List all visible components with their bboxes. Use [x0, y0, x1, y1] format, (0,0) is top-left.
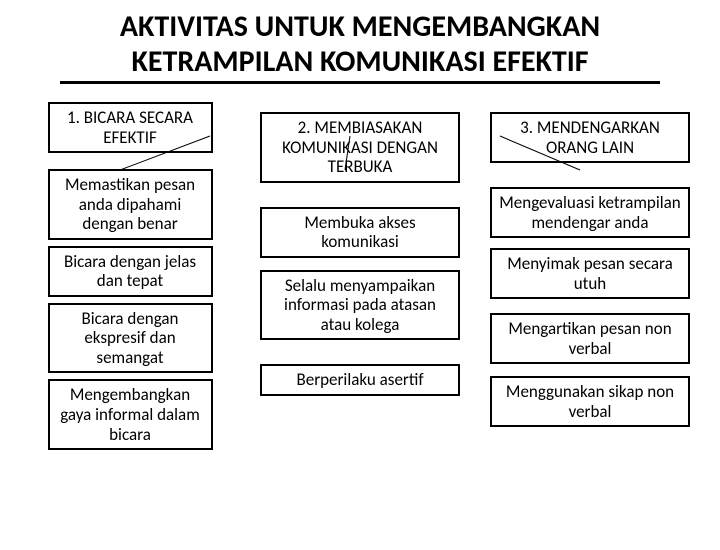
columns-container: 1. BICARA SECARA EFEKTIF Memastikan pesa…: [0, 84, 720, 450]
column-3: 3. MENDENGARKAN ORANG LAIN Mengevaluasi …: [490, 102, 690, 450]
col3-header: 3. MENDENGARKAN ORANG LAIN: [490, 112, 690, 163]
col2-item: Membuka akses komunikasi: [260, 207, 460, 258]
col1-item: Memastikan pesan anda dipahami dengan be…: [48, 169, 213, 240]
column-2: 2. MEMBIASAKAN KOMUNIKASI DENGAN TERBUKA…: [260, 102, 460, 450]
col1-header: 1. BICARA SECARA EFEKTIF: [48, 102, 213, 153]
col3-item: Menyimak pesan secara utuh: [490, 248, 690, 299]
col2-item: Berperilaku asertif: [260, 364, 460, 396]
col3-item: Mengevaluasi ketrampilan mendengar anda: [490, 187, 690, 238]
page-title: AKTIVITAS UNTUK MENGEMBANGKAN KETRAMPILA…: [60, 10, 660, 84]
col2-item: Selalu menyampaikan informasi pada atasa…: [260, 270, 460, 341]
column-1: 1. BICARA SECARA EFEKTIF Memastikan pesa…: [30, 102, 230, 450]
col2-header: 2. MEMBIASAKAN KOMUNIKASI DENGAN TERBUKA: [260, 112, 460, 183]
col1-item: Mengembangkan gaya informal dalam bicara: [48, 379, 213, 450]
col3-item: Mengartikan pesan non verbal: [490, 313, 690, 364]
col1-item: Bicara dengan jelas dan tepat: [48, 246, 213, 297]
col3-item: Menggunakan sikap non verbal: [490, 376, 690, 427]
col1-item: Bicara dengan ekspresif dan semangat: [48, 303, 213, 374]
